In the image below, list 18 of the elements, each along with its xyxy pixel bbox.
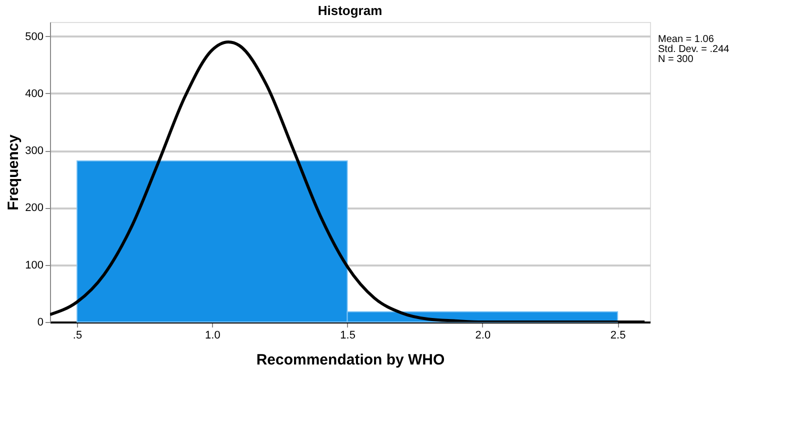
x-tick-label: 2.5 (610, 330, 626, 342)
y-tick-label: 0 (37, 316, 44, 328)
chart-title: Histogram (318, 3, 382, 18)
y-tick-label: 200 (25, 202, 44, 214)
y-tick-label: 300 (25, 145, 44, 158)
y-tick-label: 500 (25, 30, 44, 43)
x-tick-label: 1.0 (205, 330, 220, 342)
y-axis-title: Frequency (5, 134, 22, 210)
text: Mean = 1.06 (658, 34, 714, 45)
y-tick-label: 400 (25, 88, 44, 100)
text: Std. Dev. = .244 (658, 44, 730, 55)
text: N = 300 (658, 54, 694, 65)
y-tick-label: 100 (25, 259, 44, 272)
x-axis-title: Recommendation by WHO (256, 352, 445, 368)
x-tick-label: 2.0 (475, 330, 491, 342)
x-tick-label: 1.5 (340, 330, 356, 342)
x-tick-label: .5 (72, 330, 82, 342)
line-series (50, 40, 646, 322)
